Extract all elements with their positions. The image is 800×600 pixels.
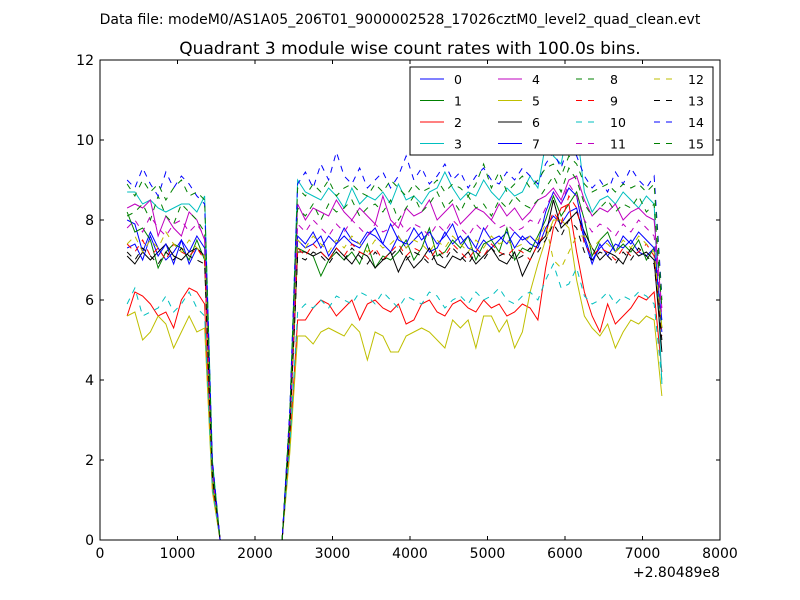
series-line-10 (126, 262, 663, 540)
x-tick-label: 6000 (547, 546, 583, 562)
x-tick-label: 2000 (237, 546, 273, 562)
y-tick-label: 10 (76, 133, 94, 149)
plot-area (126, 123, 663, 540)
y-tick-label: 0 (85, 533, 94, 549)
x-offset-label: +2.80489e8 (633, 565, 720, 581)
legend-label-3: 3 (454, 137, 462, 152)
y-tick-label: 12 (76, 53, 94, 69)
legend-label-9: 9 (610, 94, 618, 109)
x-tick-label: 5000 (470, 546, 506, 562)
x-tick-label: 3000 (315, 546, 351, 562)
legend-label-13: 13 (688, 94, 704, 109)
y-tick-label: 4 (85, 373, 94, 389)
series-line-14 (126, 142, 663, 540)
legend-box (409, 66, 714, 156)
legend-label-12: 12 (688, 72, 704, 87)
x-tick-label: 4000 (392, 546, 428, 562)
legend-label-4: 4 (532, 72, 540, 87)
y-tick-label: 8 (85, 213, 94, 229)
legend-label-8: 8 (610, 72, 618, 87)
legend-label-14: 14 (688, 115, 704, 130)
x-tick-label: 8000 (702, 546, 738, 562)
x-tick-label: 1000 (160, 546, 196, 562)
x-tick-label: 7000 (625, 546, 661, 562)
legend-label-0: 0 (454, 72, 462, 87)
series-line-15 (126, 155, 663, 540)
series-line-5 (126, 219, 663, 540)
series-line-13 (126, 219, 663, 540)
x-tick-label: 0 (96, 546, 105, 562)
legend-label-5: 5 (532, 94, 540, 109)
series-line-9 (126, 194, 663, 540)
legend-label-10: 10 (610, 115, 626, 130)
legend-label-15: 15 (688, 137, 704, 152)
y-tick-label: 2 (85, 453, 94, 469)
axis-ticks: 0 1000 2000 3000 4000 5000 6000 7000 80000246810… (76, 53, 738, 562)
figure-suptitle: Data file: modeM0/AS1A05_206T01_90000025… (100, 12, 701, 28)
legend-label-11: 11 (610, 137, 626, 152)
legend-label-6: 6 (532, 115, 540, 130)
chart-title: Quadrant 3 module wise count rates with … (179, 39, 640, 59)
legend-label-1: 1 (454, 94, 462, 109)
legend-label-2: 2 (454, 115, 462, 130)
legend-label-7: 7 (532, 137, 540, 152)
y-tick-label: 6 (85, 293, 94, 309)
